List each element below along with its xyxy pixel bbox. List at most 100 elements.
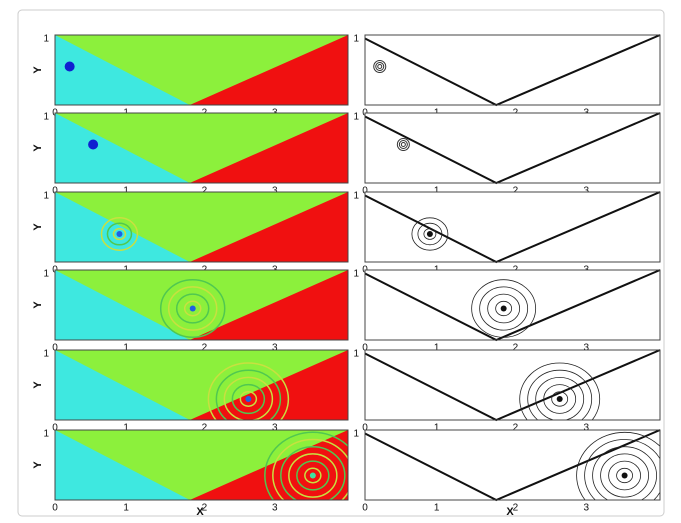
region-red	[189, 270, 348, 340]
y-tick-label: 1	[43, 349, 49, 360]
y-tick-label: 1	[43, 34, 49, 45]
x-tick-label: 0	[52, 186, 58, 197]
wave-ring	[296, 460, 330, 491]
x-tick-label: 1	[123, 503, 129, 514]
wave-ring	[175, 293, 210, 324]
wave-ring	[231, 383, 266, 415]
y-tick-label: 1	[353, 34, 359, 45]
y-axis-label: Y	[32, 66, 44, 74]
x-tick-label: 3	[272, 186, 278, 197]
contour-panel	[365, 35, 660, 105]
x-tick-label: 3	[583, 503, 589, 514]
y-tick-label: 1	[43, 112, 49, 123]
wave-ring	[288, 453, 338, 498]
panel-border	[364, 349, 661, 421]
x-tick-label: 1	[123, 423, 129, 434]
panel-border	[364, 429, 661, 501]
vortex	[245, 396, 252, 402]
region-cyan	[55, 113, 190, 183]
x-tick-label: 1	[123, 186, 129, 197]
x-tick-label: 3	[583, 423, 589, 434]
vortex-core	[426, 231, 433, 237]
x-tick-label: 3	[272, 503, 278, 514]
x-tick-label: 1	[434, 503, 440, 514]
wave-ring	[183, 300, 202, 317]
wave-ring	[112, 227, 127, 241]
contour-panel	[365, 350, 660, 420]
contour	[592, 446, 657, 500]
region-red	[189, 350, 348, 420]
wave-ring	[100, 217, 139, 251]
contour	[543, 384, 577, 414]
panel-border	[364, 269, 661, 341]
y-axis-label: Y	[32, 381, 44, 389]
x-tick-label: 0	[52, 423, 58, 434]
vortex-core	[556, 396, 563, 402]
x-tick-label: 1	[434, 343, 440, 354]
x-tick-label: 2	[513, 343, 519, 354]
wave-ring	[223, 376, 274, 420]
contour-panel	[365, 113, 660, 183]
panel-border	[54, 112, 349, 184]
x-tick-label: 0	[362, 343, 368, 354]
region-cyan	[55, 430, 190, 500]
x-tick-label: 1	[434, 186, 440, 197]
panel-border	[54, 269, 349, 341]
y-tick-label: 1	[43, 191, 49, 202]
panel-border	[54, 34, 349, 106]
x-tick-label: 0	[362, 186, 368, 197]
x-tick-label: 3	[583, 186, 589, 197]
y-axis-label: Y	[32, 301, 44, 309]
contour	[495, 300, 513, 317]
contour	[600, 453, 649, 498]
wave-ring	[167, 286, 218, 331]
contour	[616, 467, 633, 484]
contour	[423, 228, 437, 240]
contour	[400, 142, 406, 147]
contour	[527, 369, 593, 420]
x-tick-label: 2	[202, 186, 208, 197]
x-tick-label: 0	[362, 423, 368, 434]
vortex	[64, 61, 75, 72]
x-tick-label: 3	[583, 343, 589, 354]
contour	[377, 64, 383, 69]
region-red	[189, 35, 348, 105]
contour	[396, 138, 410, 151]
x-tick-label: 2	[202, 343, 208, 354]
y-tick-label: 1	[353, 191, 359, 202]
contour	[519, 362, 601, 420]
vortex	[189, 305, 196, 312]
y-tick-label: 1	[353, 349, 359, 360]
region-red	[189, 192, 348, 262]
contour	[608, 460, 641, 491]
wave-ring	[280, 445, 346, 500]
x-tick-label: 2	[513, 423, 519, 434]
x-tick-label: 1	[123, 343, 129, 354]
x-tick-label: 2	[513, 503, 519, 514]
x-axis-label: X	[506, 506, 514, 518]
wave-ring	[106, 222, 133, 246]
vortex	[309, 472, 316, 479]
contour	[417, 222, 443, 246]
contour	[479, 286, 529, 331]
y-tick-label: 1	[43, 429, 49, 440]
panel-border	[364, 34, 661, 106]
panel-border	[364, 191, 661, 263]
region-red	[189, 113, 348, 183]
panel-border	[54, 191, 349, 263]
region-cyan	[55, 270, 190, 340]
x-tick-label: 3	[272, 423, 278, 434]
contour	[487, 293, 521, 324]
x-axis-label: X	[196, 506, 204, 518]
wave-ring	[264, 431, 348, 500]
region-cyan	[55, 350, 190, 420]
region-cyan	[55, 35, 190, 105]
y-axis-label: Y	[32, 223, 44, 231]
contour	[576, 431, 660, 500]
wave-ring	[272, 438, 348, 500]
x-tick-label: 2	[513, 186, 519, 197]
wave-ring	[159, 278, 226, 339]
region-cyan	[55, 192, 190, 262]
